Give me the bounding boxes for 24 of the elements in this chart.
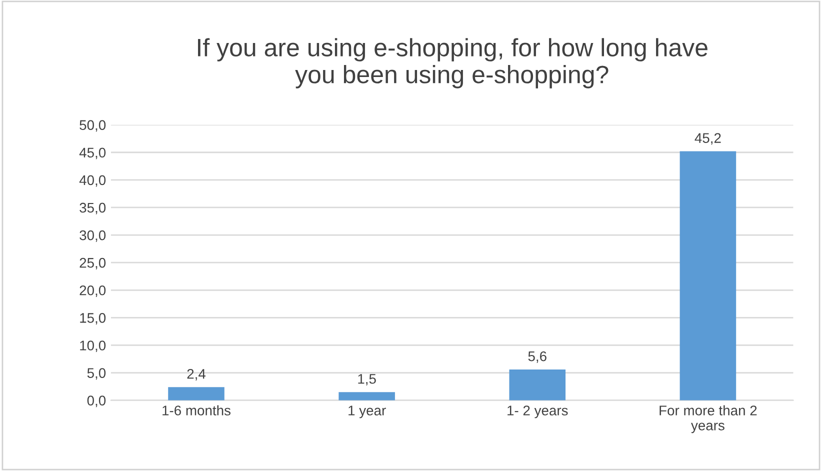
x-tick-label: 1-6 months — [162, 405, 230, 416]
x-tick-label: 1- 2 years — [508, 406, 568, 418]
bar — [680, 151, 736, 400]
y-tick-label: 20,0 — [80, 285, 106, 297]
y-tick-label: 40,0 — [79, 175, 106, 187]
y-tick-label: 35,0 — [80, 202, 106, 214]
y-tick-label: 10,0 — [80, 340, 106, 352]
data-label: 45,2 — [694, 133, 721, 145]
y-tick-label: 50,0 — [80, 120, 106, 132]
bar — [338, 392, 395, 400]
x-tick-label: 1 year — [348, 406, 386, 418]
chart-title: If you are using e-shopping, for how long have you been using e-shopping? — [198, 38, 708, 88]
bar — [509, 369, 566, 400]
y-tick-label: 5,0 — [87, 368, 106, 380]
data-label: 1,5 — [358, 374, 376, 386]
y-tick-label: 25,0 — [80, 258, 106, 270]
data-label: 2,4 — [187, 368, 206, 380]
y-tick-label: 30,0 — [80, 230, 106, 242]
y-tick-label: 15,0 — [80, 313, 106, 324]
bar — [168, 387, 224, 400]
y-tick-label: 45,0 — [79, 148, 106, 160]
data-label: 5,6 — [528, 351, 546, 363]
y-tick-label: 0,0 — [87, 396, 106, 408]
x-tick-label: For more than 2 years — [660, 405, 757, 434]
